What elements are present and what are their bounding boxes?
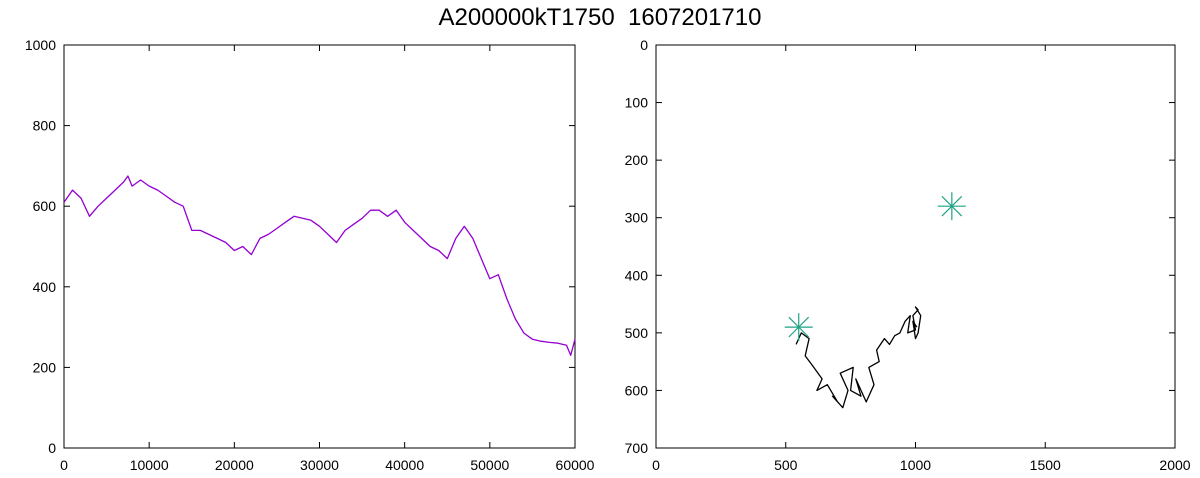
plot-1-y-tick-label: 400 — [33, 279, 57, 295]
plot-1-x-tick-label: 40000 — [385, 457, 424, 473]
plot-2-x-tick-label: 2000 — [1159, 457, 1190, 473]
plot-2-y-tick-label: 300 — [625, 210, 649, 226]
plot-1-y-tick-label: 600 — [33, 198, 57, 214]
plot-1-x-tick-label: 50000 — [470, 457, 509, 473]
plot-2-x-tick-label: 0 — [652, 457, 660, 473]
plot-2-y-tick-label: 500 — [625, 325, 649, 341]
plot-1-series-line — [63, 175, 576, 356]
plot-1-frame — [63, 44, 576, 449]
plot-1-y-tick-label: 200 — [33, 359, 57, 375]
plot-2-star-marker — [937, 192, 966, 221]
page-title: A200000kT1750 1607201710 — [438, 4, 762, 31]
plot-1-y-tick-label: 0 — [48, 440, 56, 456]
plot-1-y-tick-label: 1000 — [25, 37, 56, 53]
plot-1-x-tick-label: 10000 — [130, 457, 169, 473]
plot-1-x-tick-label: 60000 — [556, 457, 595, 473]
plot-2-star-marker — [784, 313, 813, 342]
plot-2-x-tick-label: 500 — [774, 457, 798, 473]
plot-2-y-tick-label: 400 — [625, 267, 649, 283]
plot-2-x-tick-label: 1000 — [900, 457, 931, 473]
star-marker-stroke — [941, 195, 963, 217]
plot-2-frame — [655, 44, 1176, 449]
plot-1-y-tick-label: 800 — [33, 118, 57, 134]
plot-2-y-tick-label: 100 — [625, 95, 649, 111]
plot-1-x-tick-label: 30000 — [300, 457, 339, 473]
plot-2-y-tick-label: 700 — [625, 440, 649, 456]
plot-1-x-tick-label: 20000 — [215, 457, 254, 473]
plot-2-x-tick-label: 1500 — [1030, 457, 1061, 473]
plot-1-x-tick-label: 0 — [60, 457, 68, 473]
plot-2-y-tick-label: 600 — [625, 382, 649, 398]
plot-2-series-line — [795, 306, 922, 409]
star-marker-stroke — [788, 316, 810, 338]
plot-2-y-tick-label: 200 — [625, 152, 649, 168]
plot-2-y-tick-label: 0 — [640, 37, 648, 53]
